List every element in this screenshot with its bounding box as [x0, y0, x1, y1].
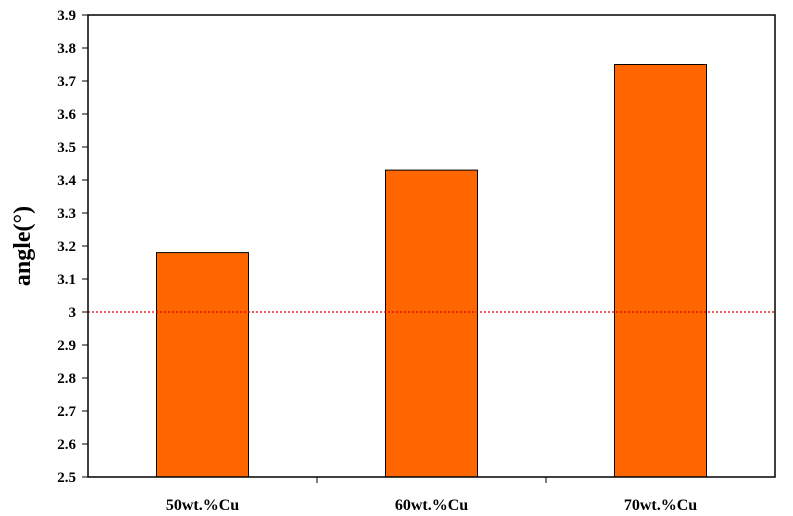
- bar-60wt.%Cu: [385, 169, 478, 478]
- y-tick-label: 2.5: [57, 470, 76, 486]
- bar-70wt.%Cu: [614, 64, 707, 478]
- y-tick-label: 3.3: [57, 206, 76, 222]
- plot-area-frame: [87, 14, 776, 478]
- y-tick-label: 3.7: [57, 74, 76, 90]
- y-tick-label: 3.1: [57, 272, 76, 288]
- bar-50wt.%Cu: [156, 252, 249, 478]
- y-tick-label: 3.8: [57, 41, 76, 57]
- y-tick-label: 2.7: [57, 404, 76, 420]
- y-axis-title: angle(°): [10, 206, 36, 286]
- x-tick-label: 70wt.%Cu: [624, 497, 697, 514]
- y-tick-label: 2.6: [57, 437, 76, 453]
- x-tick-label: 50wt.%Cu: [166, 497, 239, 514]
- y-tick-label: 2.9: [57, 338, 76, 354]
- x-axis-labels: 50wt.%Cu 60wt.%Cu 70wt.%Cu: [166, 477, 697, 514]
- x-tick-label: 60wt.%Cu: [395, 497, 468, 514]
- y-tick-label: 3.9: [57, 8, 76, 24]
- y-axis-ticks: 2.5 2.6 2.7 2.8 2.9 3 3.1 3.2 3.3 3.4 3.5 3.6 3.7 3.8…: [57, 8, 88, 486]
- bars-group: [156, 64, 707, 478]
- y-tick-label: 3.2: [57, 239, 76, 255]
- y-tick-label: 3.4: [57, 173, 76, 189]
- y-tick-label: 2.8: [57, 371, 76, 387]
- y-tick-label: 3.5: [57, 140, 76, 156]
- y-tick-label: 3: [69, 305, 77, 321]
- y-tick-label: 3.6: [57, 107, 76, 123]
